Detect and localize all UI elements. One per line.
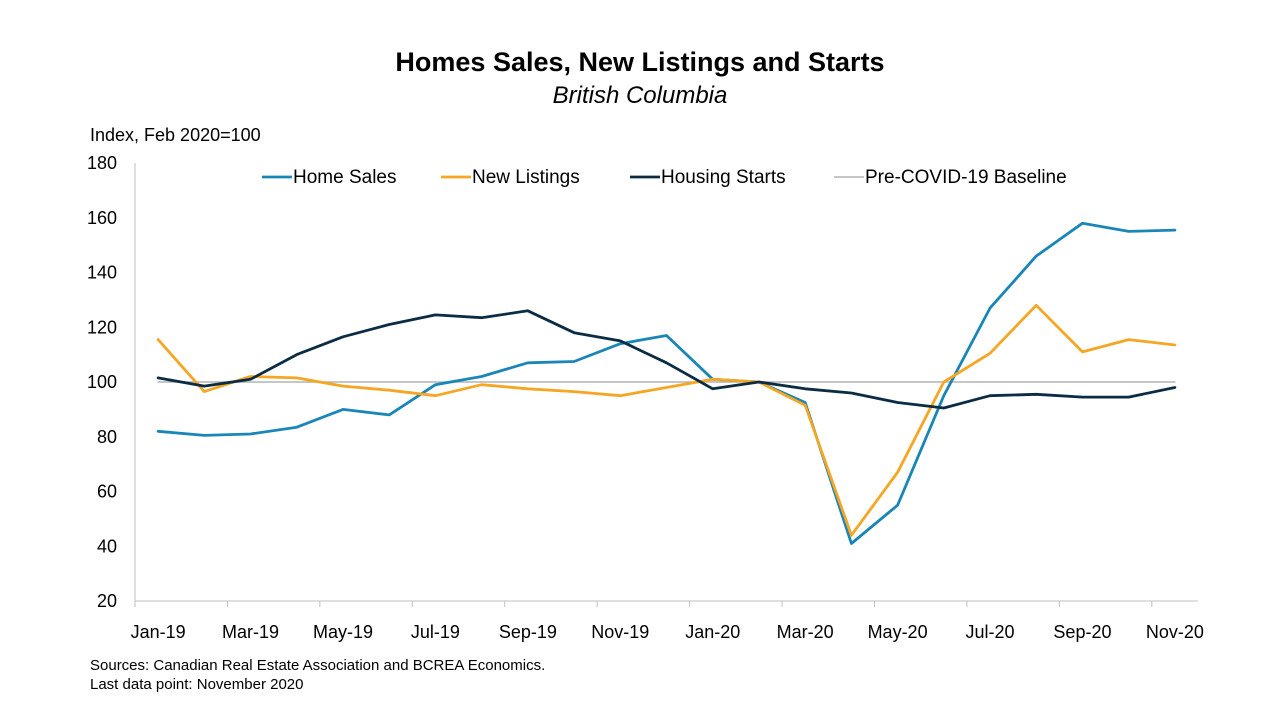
x-tick-label: Jul-20 — [966, 622, 1015, 642]
sources-text: Sources: Canadian Real Estate Associatio… — [90, 657, 546, 674]
x-tick-label: Mar-20 — [777, 622, 834, 642]
x-tick-label: Sep-19 — [499, 622, 557, 642]
chart-title: Homes Sales, New Listings and Starts — [395, 47, 885, 77]
series-layer — [156, 221, 1177, 545]
y-tick-label: 60 — [97, 482, 117, 502]
x-tick-label: May-19 — [313, 622, 373, 642]
y-tick-label: 100 — [87, 372, 117, 392]
x-tick-label: Nov-19 — [591, 622, 649, 642]
chart-axes: 20 40 60 80 100 120 140 160 180 Jan-19 Mar-19 May-1… — [87, 153, 1204, 642]
legend-label: Housing Starts — [661, 167, 786, 188]
y-tick-label: 140 — [87, 263, 117, 283]
x-tick-label: May-20 — [868, 622, 928, 642]
x-tick-label: Jan-19 — [131, 622, 186, 642]
y-tick-label: 160 — [87, 208, 117, 228]
chart-sources: Sources: Canadian Real Estate Associatio… — [90, 656, 545, 694]
x-tick-label: Nov-20 — [1146, 622, 1204, 642]
y-tick-label: 80 — [97, 427, 117, 447]
x-tick-label: Sep-20 — [1053, 622, 1111, 642]
legend-label: Pre-COVID-19 Baseline — [865, 167, 1067, 188]
x-tick-label: Jan-20 — [685, 622, 740, 642]
series-line-housing-starts — [156, 309, 1177, 410]
last-data-point-text: Last data point: November 2020 — [90, 676, 304, 693]
y-tick-label: 20 — [97, 591, 117, 611]
y-axis-label: Index, Feb 2020=100 — [90, 125, 261, 145]
x-tick-label: Jul-19 — [411, 622, 460, 642]
x-tick-label: Mar-19 — [222, 622, 279, 642]
chart-subtitle: British Columbia — [552, 82, 728, 109]
chart-legend: Home Sales New Listings Housing Starts Pre-… — [262, 167, 1067, 188]
series-line-home-sales — [156, 221, 1177, 545]
legend-label: Home Sales — [293, 167, 397, 188]
legend-label: New Listings — [472, 167, 580, 188]
y-tick-label: 40 — [97, 536, 117, 556]
y-tick-label: 180 — [87, 153, 117, 173]
y-tick-label: 120 — [87, 317, 117, 337]
series-line-new-listings — [156, 303, 1177, 537]
